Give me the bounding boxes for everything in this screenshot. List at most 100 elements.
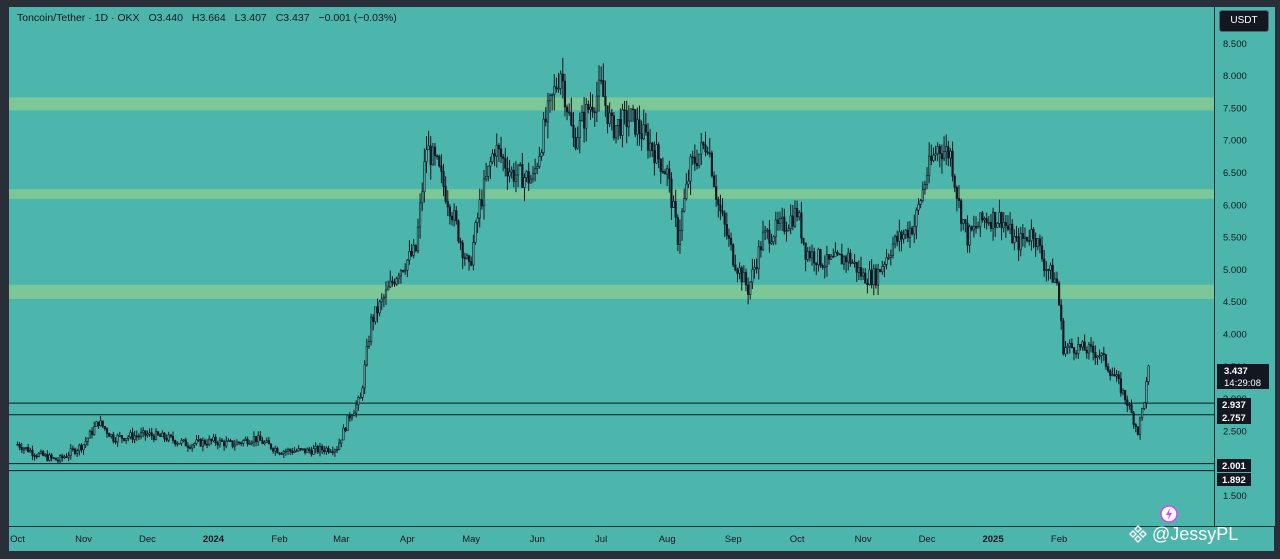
candle-body <box>139 432 143 437</box>
candle <box>297 445 300 452</box>
candle-body <box>316 446 319 453</box>
candle <box>44 452 47 458</box>
candle-body <box>431 146 434 166</box>
candle-body <box>99 420 102 427</box>
candle <box>595 81 598 123</box>
candle <box>521 152 524 188</box>
watermark-text: @JessyPL <box>1152 524 1239 544</box>
x-tick-label: Feb <box>1051 534 1067 545</box>
candle <box>715 174 718 207</box>
candle <box>514 161 518 193</box>
candle <box>708 137 711 158</box>
candle <box>378 299 381 317</box>
candle-body <box>374 306 377 322</box>
candle-body <box>580 111 584 121</box>
candle <box>672 195 675 208</box>
candle-body <box>361 387 364 398</box>
candle <box>361 385 364 402</box>
candle-body <box>823 265 826 268</box>
candle <box>1068 339 1071 354</box>
candle <box>1066 343 1069 355</box>
candle-body <box>463 257 466 259</box>
candle-body <box>116 435 119 443</box>
candle-body <box>904 229 907 235</box>
candle <box>542 111 545 156</box>
candle <box>783 208 786 235</box>
candle-body <box>363 364 366 389</box>
candle <box>623 100 626 125</box>
currency-button[interactable]: USDT <box>1219 10 1269 32</box>
candle <box>1051 258 1054 283</box>
candle-body <box>1100 353 1103 356</box>
candle <box>951 141 954 182</box>
candle <box>974 216 978 234</box>
candle-body <box>732 244 735 266</box>
candle-body <box>1038 238 1042 246</box>
candle-body <box>1051 264 1054 283</box>
candle <box>24 446 28 451</box>
candle-body <box>644 124 647 133</box>
candle <box>472 234 475 271</box>
candle-body <box>425 149 428 163</box>
candle-body <box>678 230 682 245</box>
candle-body <box>1115 374 1118 377</box>
candle <box>1081 340 1084 351</box>
candle <box>529 175 532 184</box>
candle-body <box>310 450 313 455</box>
candle-body <box>689 156 692 182</box>
candle-body <box>800 212 803 239</box>
candle-body <box>1136 426 1139 435</box>
candle-body <box>572 124 575 138</box>
candle-body <box>350 415 354 419</box>
candle-body <box>391 280 394 283</box>
high-value: H3.664 <box>191 12 226 24</box>
price-scale[interactable] <box>1214 7 1275 526</box>
candle <box>582 96 586 143</box>
candle-body <box>223 441 226 447</box>
candle <box>344 426 347 433</box>
candle <box>346 415 349 431</box>
candle <box>142 427 145 438</box>
candle <box>915 207 918 240</box>
candle-body <box>578 120 581 139</box>
level-tag-4-label: 1.892 <box>1222 475 1246 486</box>
candle <box>254 436 258 447</box>
candle <box>872 264 875 296</box>
candle <box>161 430 164 437</box>
candle <box>450 211 454 226</box>
candle <box>457 219 460 244</box>
candle <box>139 427 143 440</box>
candle-body <box>891 243 895 256</box>
candle <box>1079 344 1082 351</box>
candle <box>39 449 43 455</box>
candle-body <box>470 261 473 266</box>
time-scale[interactable] <box>9 526 1274 551</box>
candle-body <box>1008 223 1012 230</box>
candle-body <box>634 109 637 135</box>
candle-body <box>24 447 28 449</box>
candle-body <box>770 241 773 244</box>
candle-body <box>795 207 799 218</box>
candle <box>732 243 735 268</box>
candle-body <box>991 211 995 229</box>
candle-body <box>333 449 336 453</box>
candle <box>412 238 415 259</box>
x-axis: Oct Nov Dec 2024 Feb Mar Apr May Jun Jul Aug Sep Oct… <box>10 534 1067 545</box>
candle-body <box>1132 412 1135 425</box>
candle <box>768 220 771 253</box>
candle <box>830 254 833 261</box>
candle-body <box>1036 238 1039 247</box>
candle <box>97 421 100 429</box>
candle <box>127 434 130 442</box>
candle <box>531 166 535 183</box>
candle-body <box>945 146 948 152</box>
candle <box>989 213 993 232</box>
candle <box>678 219 682 254</box>
candle-body <box>459 240 462 244</box>
candle-body <box>482 178 486 207</box>
candle-body <box>278 452 281 455</box>
candle-body <box>301 448 305 451</box>
symbol-title[interactable]: Toncoin/Tether · 1D · OKX <box>17 12 140 24</box>
candle-body <box>766 229 769 232</box>
candle <box>761 220 765 251</box>
